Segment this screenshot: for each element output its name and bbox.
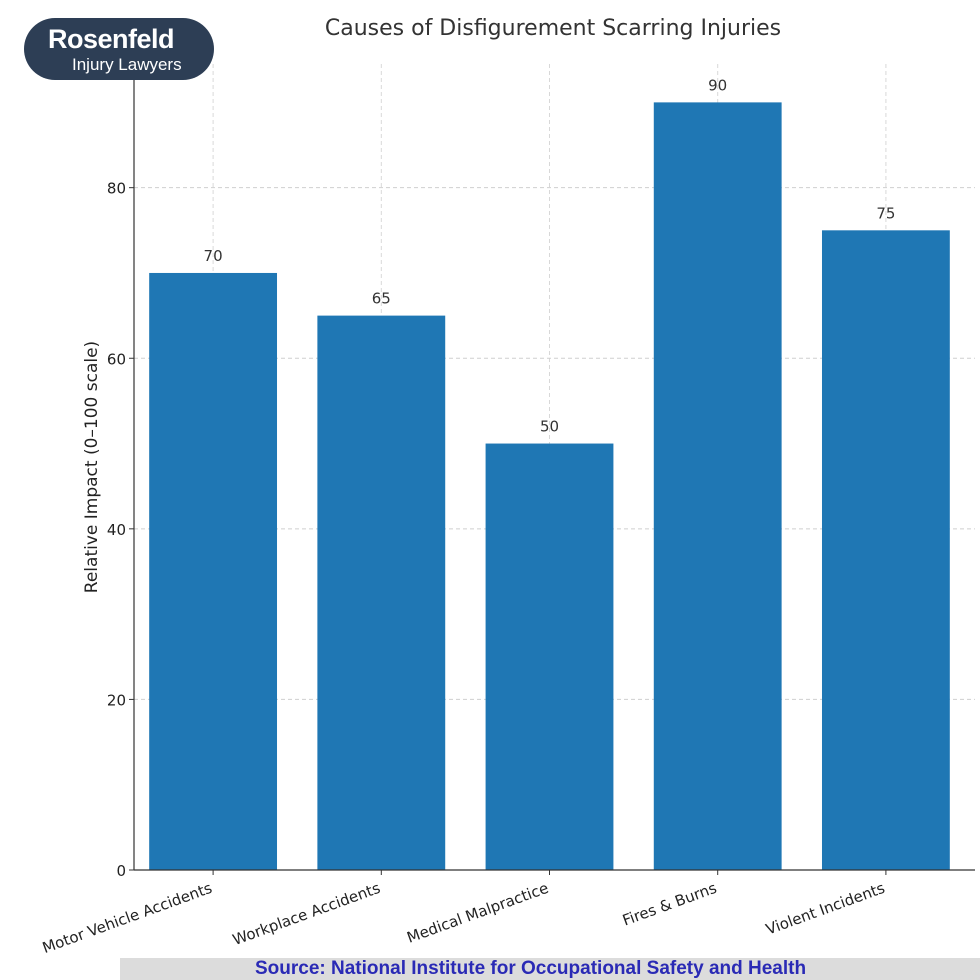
- bar: [653, 102, 782, 870]
- x-tick-label: Fires & Burns: [620, 879, 719, 930]
- y-tick-label: 0: [116, 862, 126, 880]
- source-banner: Source: National Institute for Occupatio…: [120, 958, 980, 980]
- x-tick-label: Motor Vehicle Accidents: [40, 879, 215, 957]
- y-tick-label: 80: [107, 180, 126, 198]
- y-tick-label: 20: [107, 691, 126, 709]
- y-tick-label: 40: [107, 521, 126, 539]
- x-tick-label: Workplace Accidents: [230, 879, 383, 949]
- data-label: 65: [372, 290, 391, 308]
- bar: [821, 230, 950, 871]
- y-tick-label: 60: [107, 350, 126, 368]
- x-tick-label: Violent Incidents: [764, 879, 888, 939]
- rosenfeld-logo: Rosenfeld Injury Lawyers: [24, 18, 214, 80]
- x-tick-label: Medical Malpractice: [405, 879, 551, 947]
- logo-tagline: Injury Lawyers: [72, 55, 182, 74]
- data-label: 90: [708, 76, 727, 94]
- chart-title: Causes of Disfigurement Scarring Injurie…: [325, 16, 781, 41]
- y-axis-label: Relative Impact (0–100 scale): [82, 341, 102, 593]
- logo-name: Rosenfeld: [48, 24, 175, 54]
- bar: [317, 315, 446, 870]
- source-text: Source: National Institute for Occupatio…: [255, 958, 807, 979]
- data-label: 50: [540, 418, 559, 436]
- bar: [485, 443, 614, 870]
- data-label: 70: [204, 247, 223, 265]
- bars: 70 65 50 90 75: [149, 76, 950, 871]
- bar: [149, 272, 278, 870]
- data-label: 75: [876, 204, 895, 222]
